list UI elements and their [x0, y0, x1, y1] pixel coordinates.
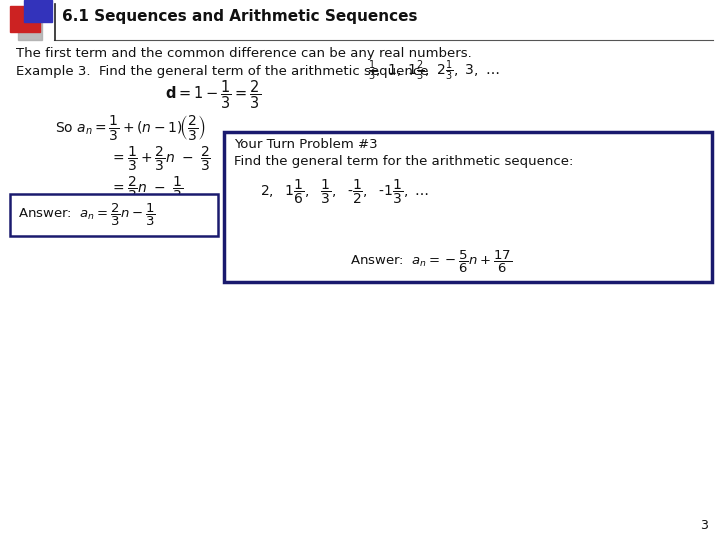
Text: So $a_n = \dfrac{1}{3} + (n - 1)\!\left(\dfrac{2}{3}\right)$: So $a_n = \dfrac{1}{3} + (n - 1)\!\left(…	[55, 113, 206, 143]
Text: $= \dfrac{1}{3} + \dfrac{2}{3}n\ -\ \dfrac{2}{3}$: $= \dfrac{1}{3} + \dfrac{2}{3}n\ -\ \dfr…	[110, 145, 211, 173]
Bar	[10, 6, 40, 32]
Bar	[18, 22, 42, 40]
FancyBboxPatch shape	[10, 194, 218, 236]
Text: Answer:  $a_n = \dfrac{2}{3}n - \dfrac{1}{3}$: Answer: $a_n = \dfrac{2}{3}n - \dfrac{1}…	[18, 202, 156, 228]
Text: $\mathbf{d} = 1 - \dfrac{1}{3} = \dfrac{2}{3}$: $\mathbf{d} = 1 - \dfrac{1}{3} = \dfrac{…	[165, 79, 261, 111]
Text: Answer:  $a_n = -\dfrac{5}{6}n + \dfrac{17}{6}$: Answer: $a_n = -\dfrac{5}{6}n + \dfrac{1…	[350, 249, 512, 275]
Text: The first term and the common difference can be any real numbers.: The first term and the common difference…	[16, 46, 472, 59]
Text: Find the general term for the arithmetic sequence:: Find the general term for the arithmetic…	[234, 156, 573, 168]
Text: $2,\ \ 1\dfrac{1}{6},\ \ \dfrac{1}{3},\ \ \text{-}\dfrac{1}{2},\ \ \text{-}1\dfr: $2,\ \ 1\dfrac{1}{6},\ \ \dfrac{1}{3},\ …	[260, 178, 429, 206]
Text: $= \dfrac{2}{3}n\ -\ \dfrac{1}{3}$: $= \dfrac{2}{3}n\ -\ \dfrac{1}{3}$	[110, 175, 184, 203]
Text: Example 3.  Find the general term of the arithmetic sequence: Example 3. Find the general term of the …	[16, 64, 428, 78]
Bar	[24, 0, 52, 22]
Text: 6.1 Sequences and Arithmetic Sequences: 6.1 Sequences and Arithmetic Sequences	[62, 10, 418, 24]
Text: $\frac{1}{3},\ 1,\ 1\frac{2}{3},\ 2\frac{1}{3},\ 3,\ \ldots$: $\frac{1}{3},\ 1,\ 1\frac{2}{3},\ 2\frac…	[368, 59, 500, 83]
Text: Your Turn Problem #3: Your Turn Problem #3	[234, 138, 377, 151]
Text: 3: 3	[700, 519, 708, 532]
FancyBboxPatch shape	[224, 132, 712, 282]
